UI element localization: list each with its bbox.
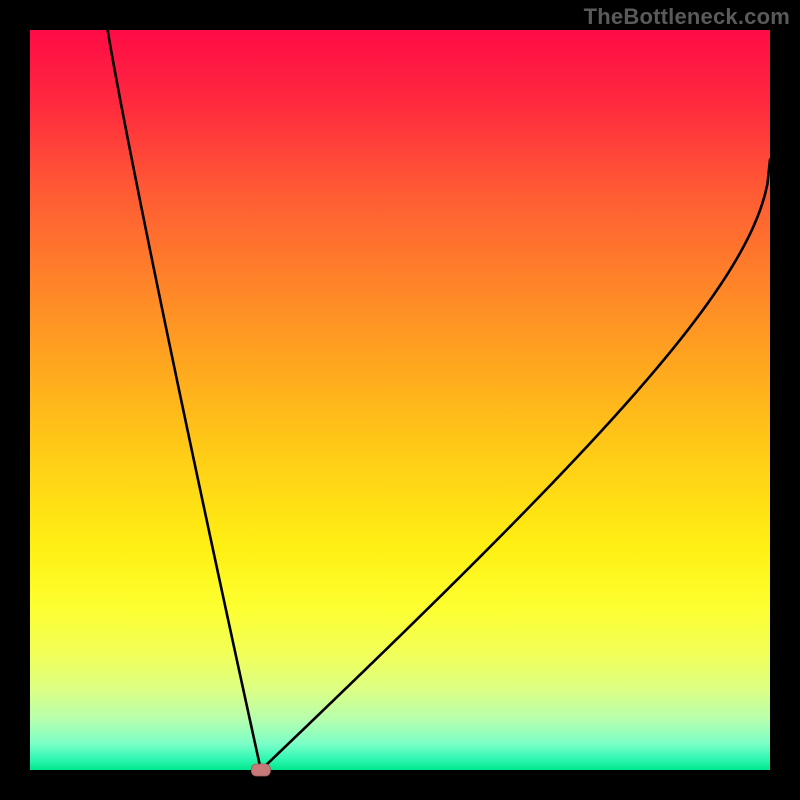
bottleneck-plot [0, 0, 800, 800]
plot-background [30, 30, 770, 770]
chart-container: TheBottleneck.com [0, 0, 800, 800]
minimum-marker [251, 764, 270, 776]
watermark-text: TheBottleneck.com [584, 4, 790, 30]
